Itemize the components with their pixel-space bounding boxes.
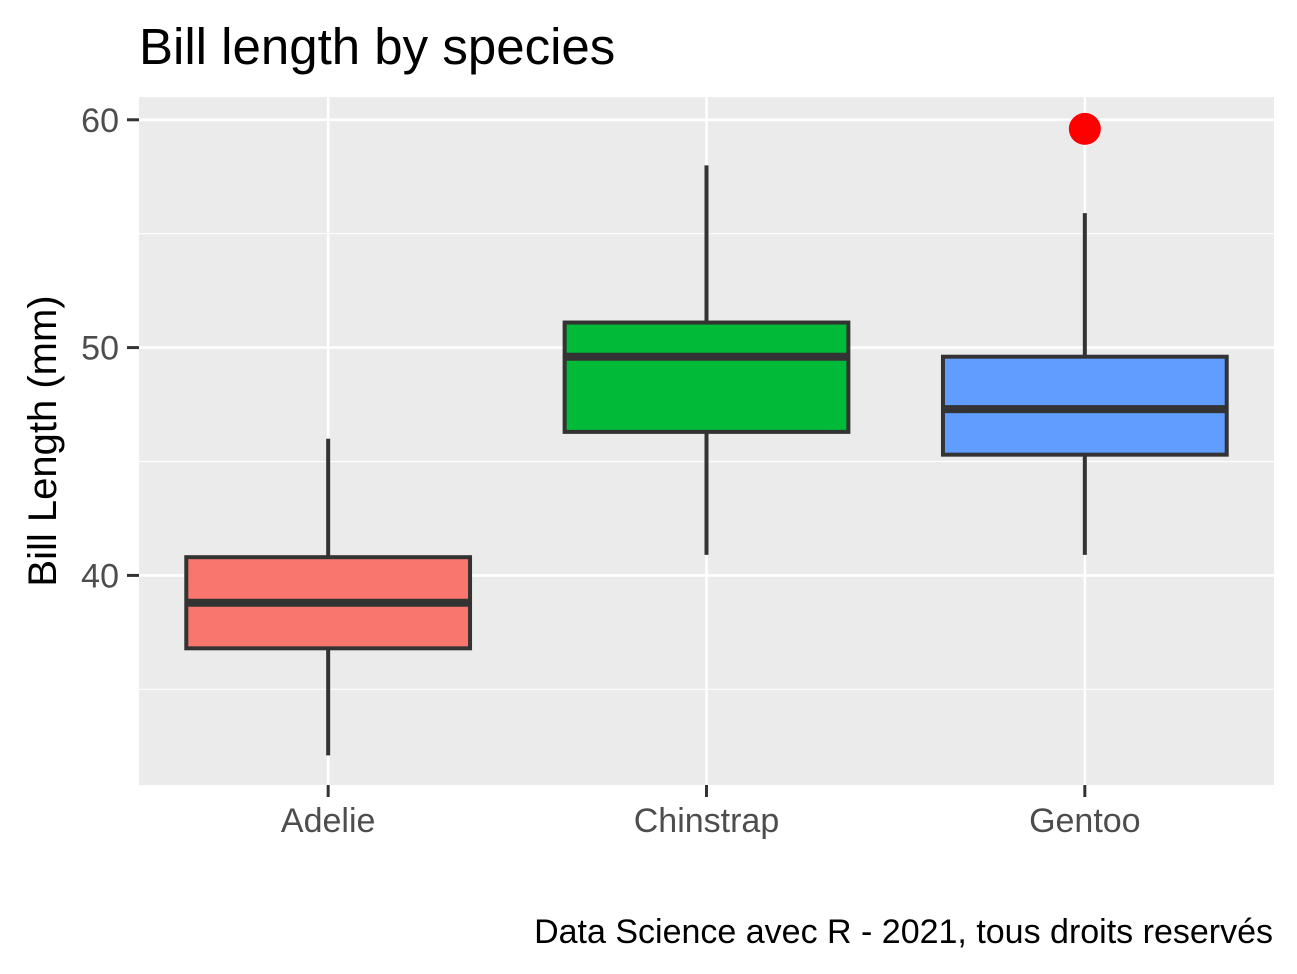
box-adelie <box>184 438 473 756</box>
x-axis: Adelie Chinstrap Gentoo <box>281 785 1141 840</box>
y-tick-label: 60 <box>81 102 119 140</box>
y-axis-title: Bill Length (mm) <box>21 295 65 586</box>
y-tick-label: 50 <box>81 330 119 368</box>
chart-title: Bill length by species <box>139 18 615 75</box>
x-tick-label: Adelie <box>281 802 376 840</box>
box-gentoo <box>940 112 1229 555</box>
x-tick-label: Gentoo <box>1029 802 1141 840</box>
y-axis: 40 50 60 <box>81 102 139 595</box>
box-chinstrap <box>562 165 851 555</box>
chart-caption: Data Science avec R - 2021, tous droits … <box>534 913 1273 951</box>
x-tick-label: Chinstrap <box>634 802 780 840</box>
outlier-point <box>1068 112 1101 145</box>
box-iqr <box>562 320 851 434</box>
y-tick-label: 40 <box>81 557 119 595</box>
boxplot-marks <box>184 112 1229 756</box>
